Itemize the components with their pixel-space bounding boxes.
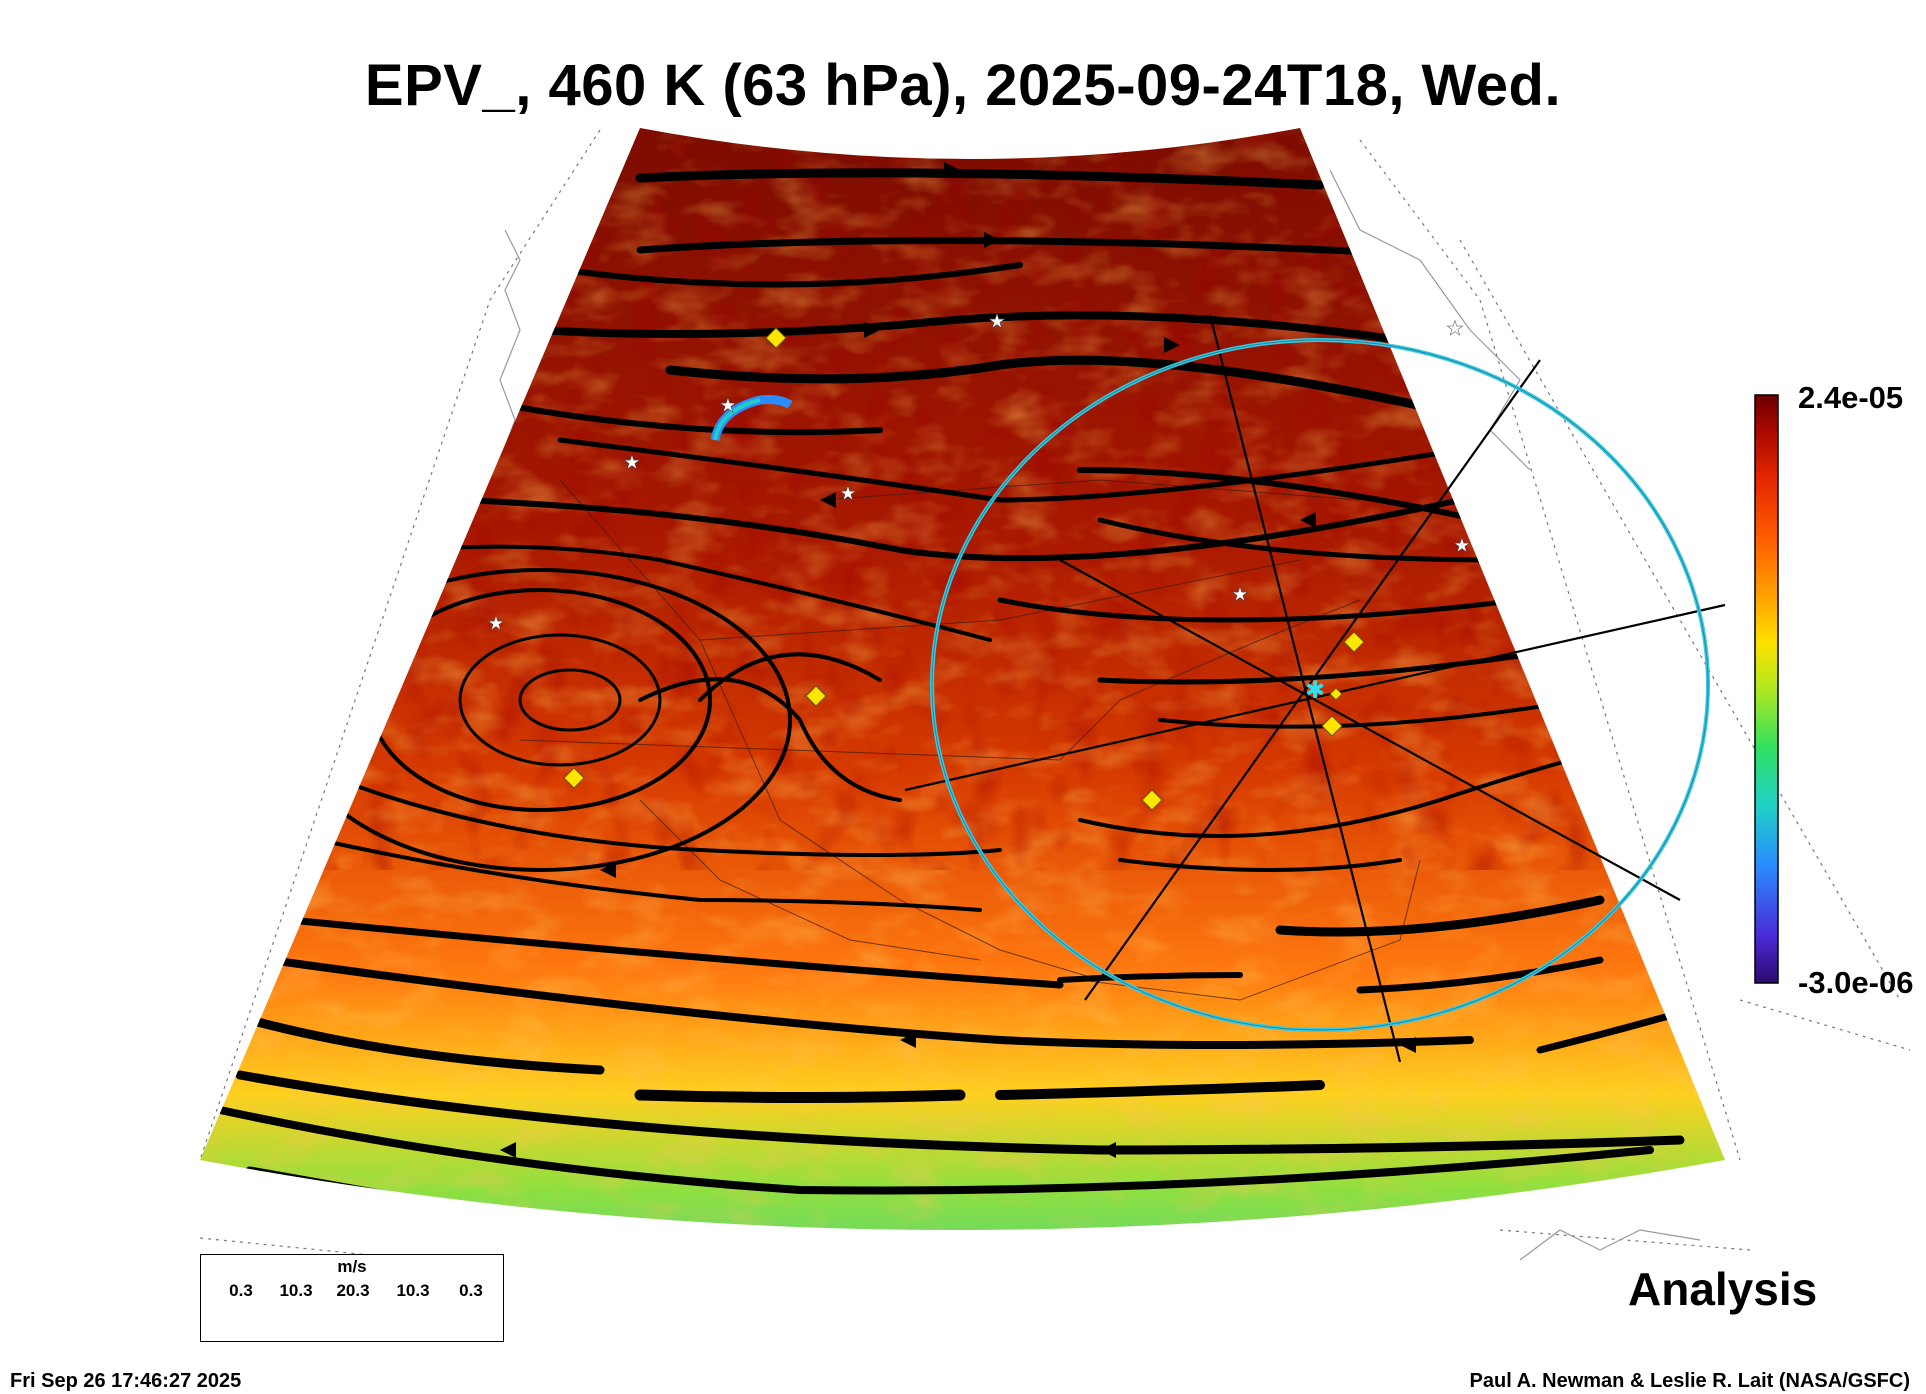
timestamp: Fri Sep 26 17:46:27 2025	[10, 1370, 242, 1392]
star-markers: ★ ★ ★ ★ ★ ★ ★ ★	[487, 309, 1472, 636]
diamond-marker	[1141, 789, 1163, 811]
cross-section-lines	[904, 314, 1726, 1063]
star-marker: ★	[719, 393, 737, 417]
diamond-marker	[1321, 715, 1343, 737]
wind-key-tick: 0.3	[459, 1281, 483, 1300]
streamline-arrowheads	[500, 162, 1416, 1158]
star-marker: ★	[1231, 582, 1249, 606]
map-title: EPV_, 460 K (63 hPa), 2025-09-24T18, Wed…	[364, 53, 1562, 118]
cyan-star-icon: ✱	[1305, 676, 1325, 704]
wind-key-unit: m/s	[337, 1257, 367, 1276]
star-marker: ★	[487, 611, 505, 635]
star-marker: ★	[839, 481, 857, 505]
diamond-markers	[563, 327, 1365, 811]
wind-key-tick: 10.3	[396, 1281, 430, 1300]
epv-field	[200, 128, 1725, 1230]
star-marker: ★	[1446, 316, 1464, 340]
star-marker: ★	[988, 309, 1006, 333]
colorbar	[1754, 394, 1779, 984]
diamond-marker	[563, 767, 585, 789]
diamond-marker	[1329, 687, 1343, 701]
star-marker: ★	[623, 450, 641, 474]
diamond-marker	[805, 685, 827, 707]
country-borders	[519, 479, 1421, 1001]
credit: Paul A. Newman & Leslie R. Lait (NASA/GS…	[1469, 1370, 1910, 1392]
wind-key-tick: 0.3	[229, 1281, 253, 1300]
diamond-marker	[1343, 631, 1365, 653]
colorbar-max-label: 2.4e-05	[1798, 380, 1904, 415]
wind-key-tick: 20.3	[336, 1281, 370, 1300]
star-marker: ★	[1453, 533, 1471, 557]
wind-key-tick: 10.3	[279, 1281, 313, 1300]
colorbar-min-label: -3.0e-06	[1798, 965, 1914, 1000]
panel-label: Analysis	[1628, 1263, 1818, 1315]
wind-key: m/s 0.3 10.3 20.3 10.3 0.3	[200, 1254, 504, 1342]
diamond-marker	[765, 327, 787, 349]
